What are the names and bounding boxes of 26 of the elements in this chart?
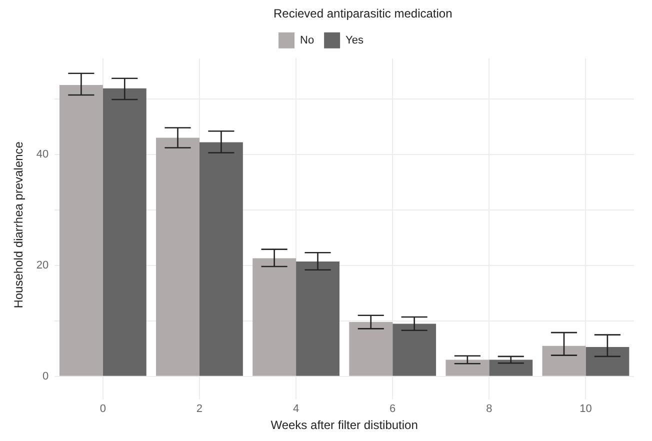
x-axis-title: Weeks after filter distibution: [270, 418, 418, 432]
legend-label: Yes: [346, 34, 364, 46]
bar: [252, 258, 296, 376]
bar: [349, 322, 393, 376]
y-tick-label: 0: [42, 370, 49, 382]
bar: [156, 138, 200, 376]
bar: [199, 142, 243, 376]
y-axis-title: Household diarrhea prevalence: [12, 141, 26, 308]
bar: [296, 262, 340, 376]
x-tick-label: 0: [100, 403, 106, 416]
x-tick-label: 4: [292, 403, 300, 416]
bar: [446, 360, 490, 376]
y-tick-label: 20: [36, 259, 49, 272]
bar: [489, 360, 533, 376]
bar: [586, 347, 630, 376]
bar: [102, 88, 146, 376]
legend-label: No: [300, 34, 314, 46]
bar: [542, 346, 586, 376]
y-tick-label: 40: [36, 148, 49, 160]
x-tick-label: 8: [486, 403, 492, 416]
bar: [59, 85, 103, 376]
legend-title: Recieved antiparasitic medication: [273, 6, 452, 20]
x-tick-label: 6: [390, 403, 396, 416]
bar: [392, 324, 436, 376]
x-tick-label: 2: [196, 403, 203, 416]
x-tick-label: 10: [580, 403, 592, 416]
